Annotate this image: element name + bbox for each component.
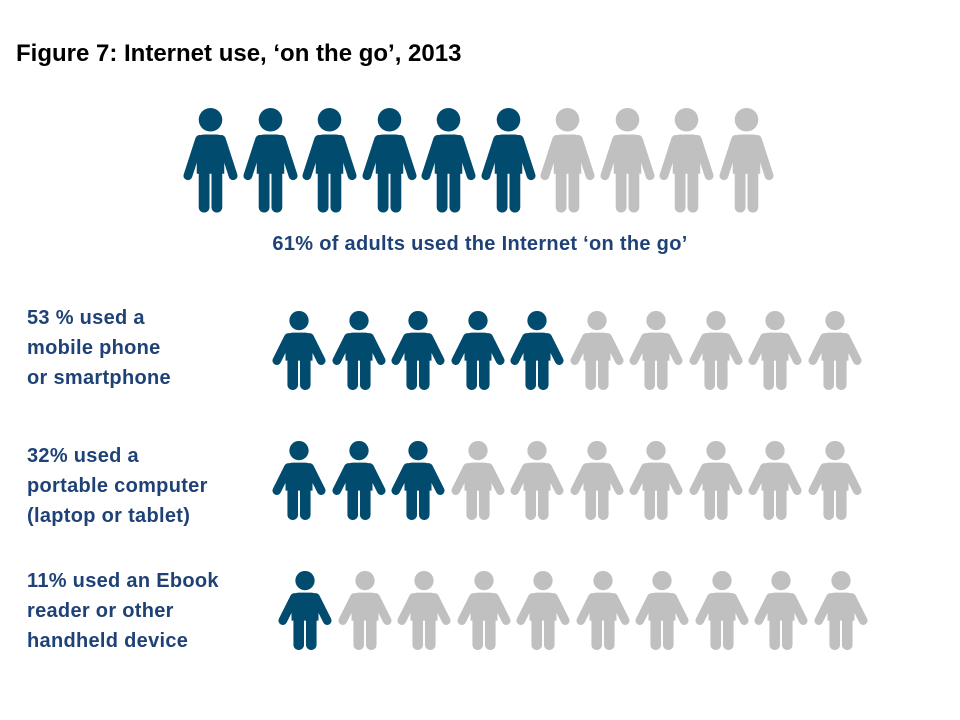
person-icon-filled	[480, 107, 536, 213]
person-icon-filled	[510, 310, 564, 390]
person-icon-empty	[748, 310, 802, 390]
pictogram-row-ebook	[278, 570, 868, 650]
label-line: reader or other	[27, 600, 174, 622]
person-icon-filled	[331, 440, 386, 520]
label-line: 11% used an Ebook	[27, 570, 219, 592]
person-icon-filled	[278, 570, 332, 650]
person-icon-filled	[242, 107, 298, 213]
row-label-ebook: 11% used an Ebook reader or other handhe…	[27, 566, 219, 656]
label-line: (laptop or tablet)	[27, 505, 191, 527]
person-icon-empty	[456, 570, 511, 650]
person-icon-empty	[575, 570, 630, 650]
label-line: mobile phone	[27, 337, 161, 359]
person-icon-empty	[569, 310, 624, 390]
person-icon-filled	[391, 310, 445, 390]
person-icon-empty	[516, 570, 570, 650]
label-line: or smartphone	[27, 367, 171, 389]
person-icon-empty	[688, 440, 743, 520]
person-icon-empty	[569, 440, 624, 520]
person-icon-filled	[302, 107, 357, 213]
person-icon-filled	[183, 107, 238, 213]
person-icon-empty	[450, 440, 505, 520]
person-icon-filled	[421, 107, 476, 213]
person-icon-empty	[659, 107, 714, 213]
person-icon-empty	[754, 570, 808, 650]
person-icon-empty	[635, 570, 689, 650]
person-icon-filled	[272, 310, 326, 390]
person-icon-empty	[629, 440, 683, 520]
overall-caption: 61% of adults used the Internet ‘on the …	[272, 233, 688, 255]
label-line: 53 % used a	[27, 307, 145, 329]
person-icon-empty	[688, 310, 743, 390]
person-icon-filled	[331, 310, 386, 390]
person-icon-filled	[272, 440, 326, 520]
person-icon-empty	[807, 440, 862, 520]
person-icon-filled	[361, 107, 417, 213]
person-icon-empty	[718, 107, 774, 213]
row-label-mobile: 53 % used a mobile phone or smartphone	[27, 303, 171, 393]
pictogram-row-portable	[272, 440, 862, 520]
person-icon-filled	[450, 310, 505, 390]
label-line: 32% used a	[27, 445, 139, 467]
pictogram-row-mobile	[272, 310, 862, 390]
person-icon-empty	[599, 107, 655, 213]
figure-title: Figure 7: Internet use, ‘on the go’, 201…	[16, 40, 462, 67]
person-icon-filled	[391, 440, 445, 520]
row-label-portable: 32% used a portable computer (laptop or …	[27, 441, 208, 531]
person-icon-empty	[748, 440, 802, 520]
pictogram-row-overall	[183, 106, 774, 214]
person-icon-empty	[510, 440, 564, 520]
person-icon-empty	[337, 570, 392, 650]
person-icon-empty	[397, 570, 451, 650]
label-line: handheld device	[27, 630, 189, 652]
label-line: portable computer	[27, 475, 208, 497]
person-icon-empty	[629, 310, 683, 390]
person-icon-empty	[694, 570, 749, 650]
person-icon-empty	[813, 570, 868, 650]
person-icon-empty	[540, 107, 595, 213]
person-icon-empty	[807, 310, 862, 390]
